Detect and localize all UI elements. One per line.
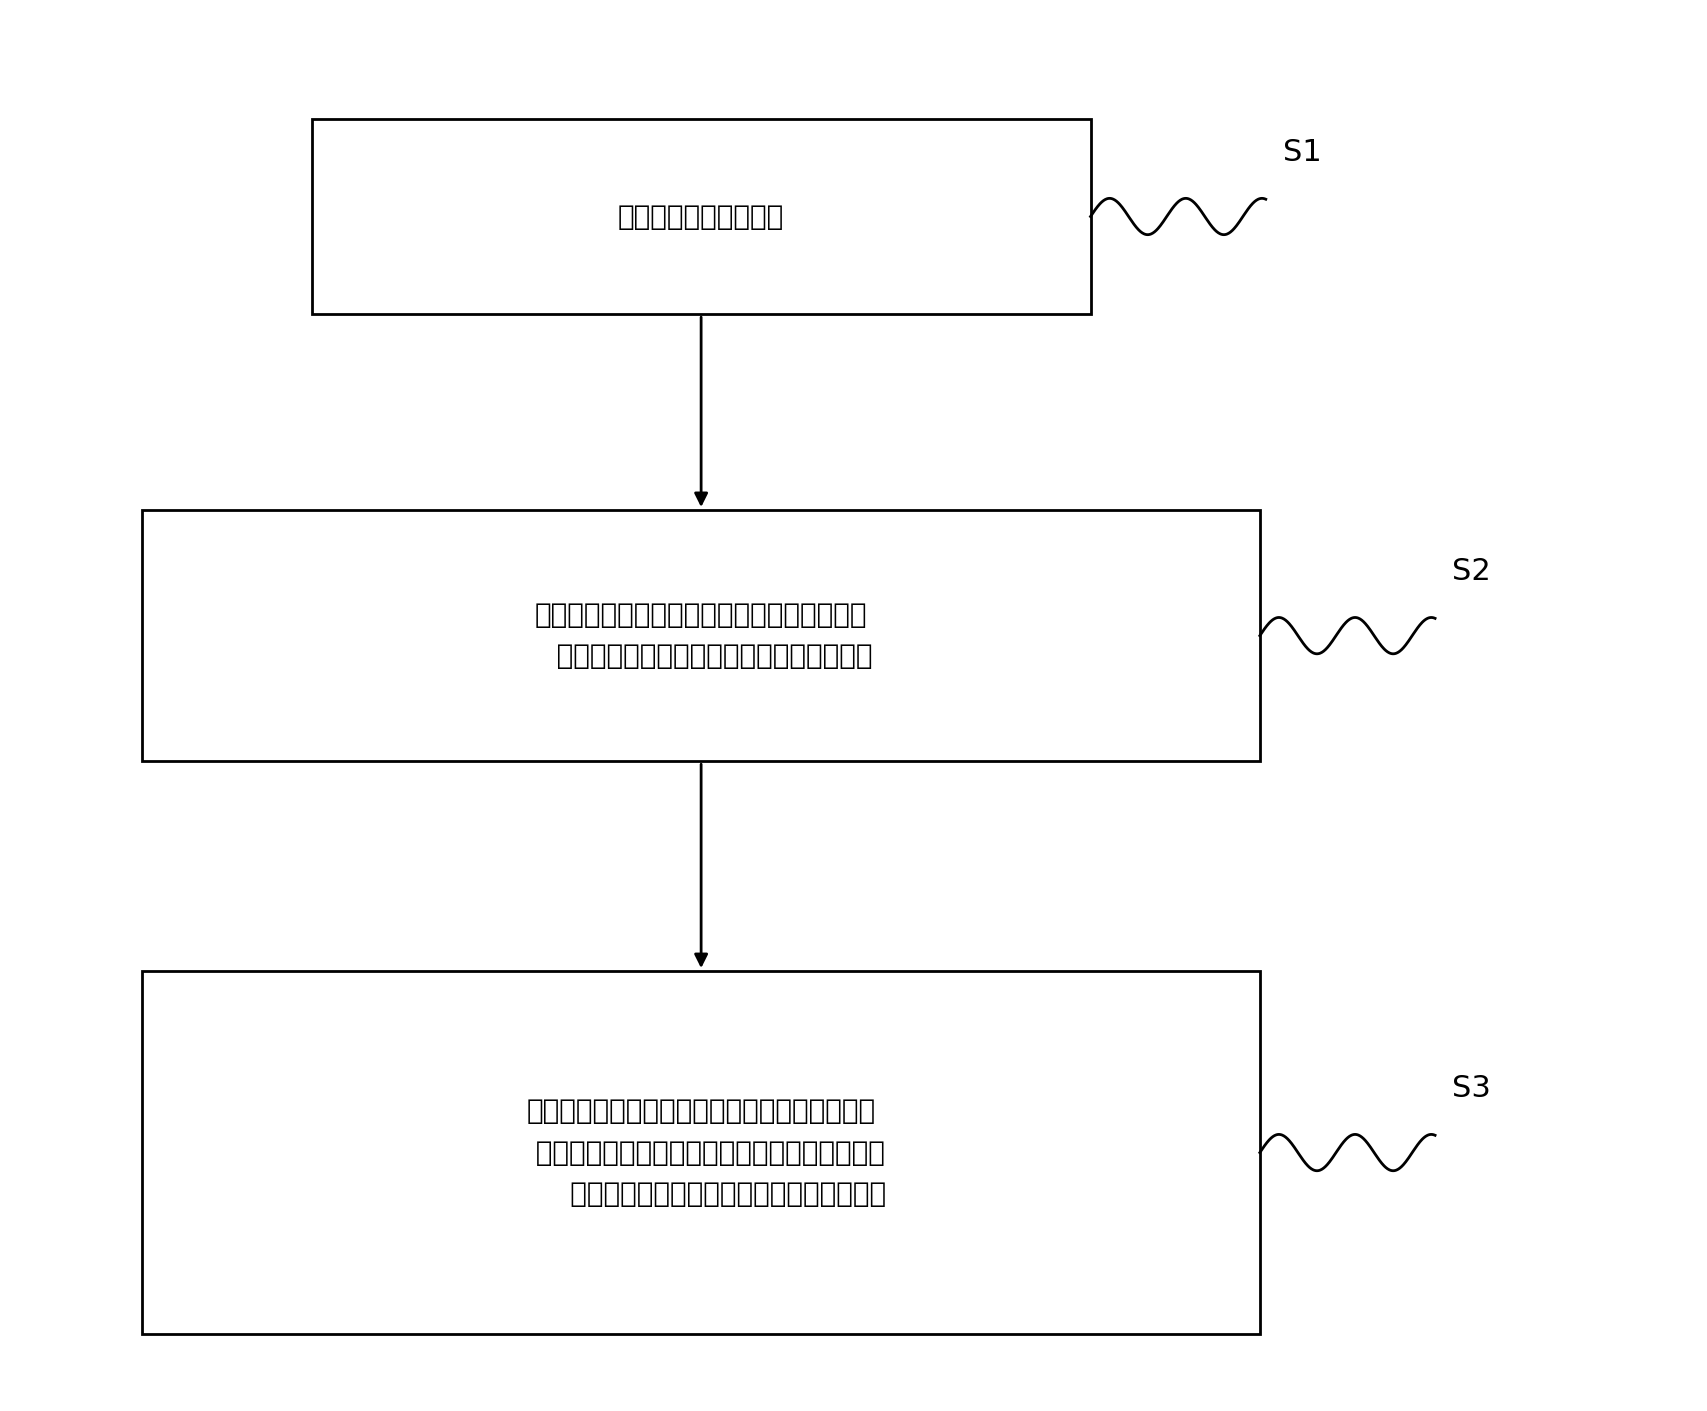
Text: 获取空压机的喘振区间: 获取空压机的喘振区间 [618, 203, 784, 230]
Text: 当空压机的工作状态处于喘振区间时，控制节
   气门的开合程度，以使空压机脱离喘振区间: 当空压机的工作状态处于喘振区间时，控制节 气门的开合程度，以使空压机脱离喘振区间 [529, 601, 872, 670]
Text: 当空压机的工作状态不处于喘振区间时，根据空
  压机的工作状态以及目标效率区间控制节气门的
      开合程度，以使空压机运转在目标效率区间: 当空压机的工作状态不处于喘振区间时，根据空 压机的工作状态以及目标效率区间控制节… [517, 1098, 886, 1208]
Text: S2: S2 [1453, 557, 1490, 586]
Text: S1: S1 [1282, 138, 1321, 166]
Text: S3: S3 [1453, 1074, 1490, 1102]
FancyBboxPatch shape [142, 971, 1260, 1335]
FancyBboxPatch shape [312, 119, 1091, 315]
FancyBboxPatch shape [142, 509, 1260, 762]
